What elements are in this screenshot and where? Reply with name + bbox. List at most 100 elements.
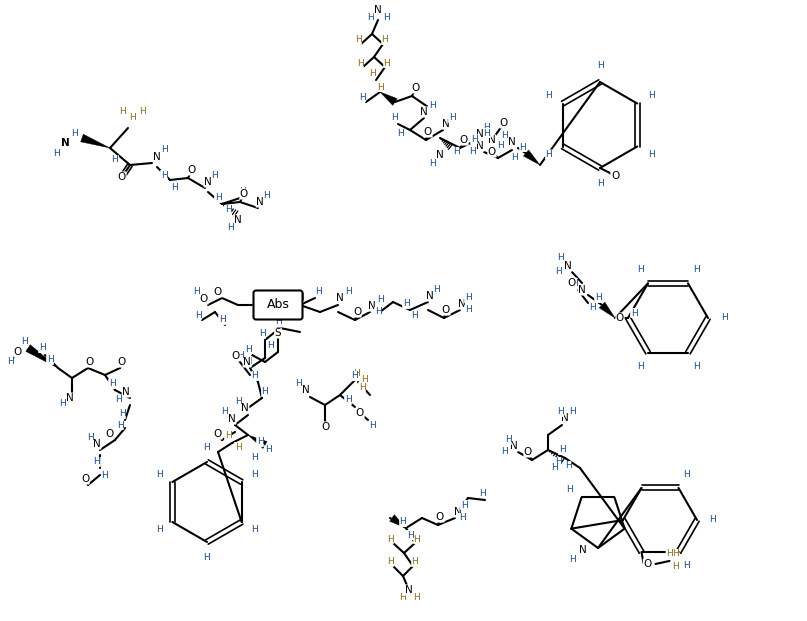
Text: H: H [465,294,471,302]
Text: H: H [111,155,119,165]
Text: H: H [590,304,596,312]
Text: H: H [252,371,258,381]
Text: H: H [345,288,351,296]
Text: H: H [571,278,577,288]
Text: H: H [546,91,552,100]
Text: H: H [412,312,418,320]
Text: H: H [470,148,476,156]
Text: H: H [412,558,418,566]
Text: H: H [261,388,269,396]
Text: H: H [156,525,163,534]
Text: H: H [557,253,563,263]
Text: O: O [188,165,196,175]
Text: H: H [683,471,689,479]
Text: H: H [172,183,178,193]
Text: O: O [214,287,222,297]
Polygon shape [380,92,397,106]
Text: H: H [374,307,382,317]
Text: H: H [194,310,202,319]
Text: H: H [251,470,258,479]
Text: H: H [554,458,562,466]
Text: N: N [476,141,484,151]
Text: H: H [94,458,100,466]
Text: H: H [115,396,121,404]
Text: N: N [256,197,264,207]
Polygon shape [248,435,267,448]
Text: O: O [524,447,532,457]
Text: N: N [426,291,434,301]
Text: H: H [119,409,125,419]
Text: H: H [257,438,263,446]
Text: N: N [578,285,586,295]
Text: Abs: Abs [266,299,290,312]
Text: H: H [637,265,643,274]
Text: H: H [382,35,388,45]
Text: H: H [345,396,351,404]
Text: H: H [557,407,563,417]
Text: H: H [139,107,145,117]
Text: O: O [118,172,126,182]
Text: O: O [200,294,208,304]
Text: N: N [510,441,518,451]
Text: N: N [405,585,413,595]
Text: N: N [488,135,495,145]
Polygon shape [524,150,540,165]
Text: H: H [156,470,163,479]
Text: H: H [47,355,53,365]
Text: H: H [554,268,562,276]
Text: H: H [203,553,211,561]
Text: O: O [106,429,114,439]
Text: H: H [251,525,258,534]
Text: H: H [211,171,219,179]
Text: H: H [387,535,393,543]
Text: N: N [153,152,161,162]
Text: O: O [488,147,496,157]
Text: O: O [643,559,651,569]
Text: O: O [353,307,361,317]
Text: N: N [508,137,516,147]
Text: H: H [295,379,301,388]
Text: H: H [461,501,467,509]
Text: O: O [322,422,330,432]
Text: H: H [630,309,638,317]
Text: H: H [235,443,241,451]
Text: H: H [265,445,271,455]
Polygon shape [390,515,406,528]
Text: H: H [552,463,558,473]
Text: H: H [266,340,274,350]
Text: H: H [161,145,169,155]
Text: N: N [564,261,572,271]
Text: H: H [465,306,471,314]
Text: H: H [358,93,366,101]
Text: H: H [387,558,393,566]
Text: N: N [61,138,69,148]
Text: N: N [66,393,74,403]
Text: H: H [502,448,508,456]
Text: H: H [370,420,376,430]
Text: O: O [214,429,222,439]
Text: H: H [558,445,566,455]
Text: H: H [596,61,604,71]
Text: O: O [460,135,468,145]
Text: H: H [117,420,123,430]
Text: H: H [565,461,571,471]
Text: O: O [412,83,420,93]
Text: H: H [383,58,391,68]
Polygon shape [81,134,110,148]
Text: H: H [194,288,200,296]
Text: H: H [721,314,727,322]
Text: H: H [567,485,573,494]
Text: H: H [692,265,700,274]
Text: H: H [362,376,368,384]
Text: H: H [683,561,689,569]
Text: H: H [520,142,526,152]
Text: H: H [672,550,679,558]
Text: H: H [245,358,251,366]
Text: H: H [648,150,654,159]
Text: H: H [458,514,466,522]
Text: H: H [637,362,643,371]
Text: N: N [122,387,130,397]
Text: O: O [500,118,508,128]
Text: H: H [53,148,61,158]
Text: O: O [14,347,22,357]
